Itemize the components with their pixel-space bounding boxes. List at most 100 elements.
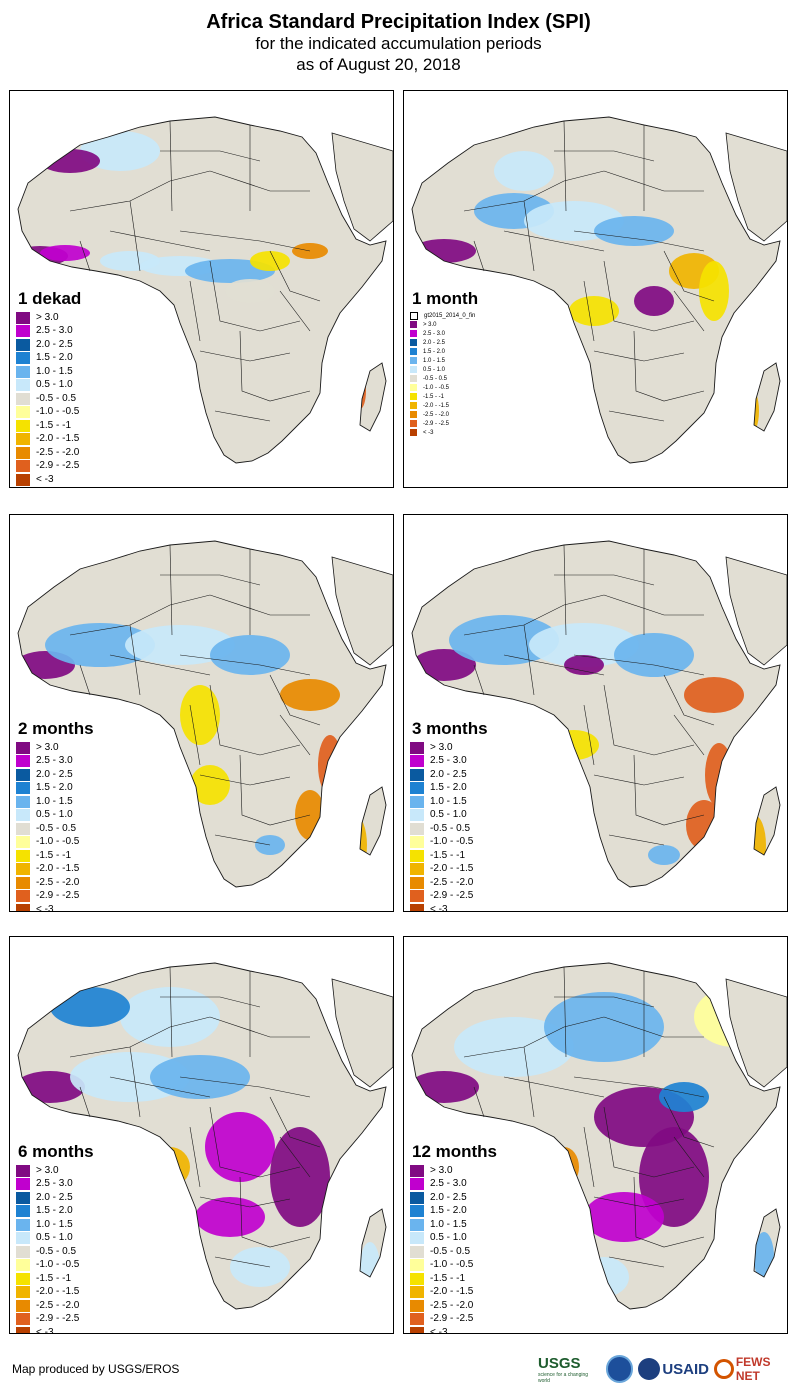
country-border (503, 230, 605, 252)
legend-label: -2.0 - -1.5 (36, 1286, 80, 1298)
legend-row: -2.5 - -2.0 (410, 410, 475, 419)
country-border (563, 544, 567, 636)
legend-swatch (16, 1313, 30, 1326)
legend-label: 1.0 - 1.5 (36, 795, 73, 807)
legend: > 3.0 2.5 - 3.0 2.0 - 2.5 1.5 - 2.0 1.0 - 1.… (16, 311, 79, 487)
legend-row: 1.5 - 2.0 (410, 1205, 473, 1219)
legend-label: 2.0 - 2.5 (36, 768, 73, 780)
country-border (279, 714, 311, 756)
spi-anomaly-region (684, 677, 744, 713)
country-border (503, 654, 605, 676)
legend-swatch (410, 822, 424, 835)
spi-anomaly-region (318, 735, 342, 795)
arabia-landmass (331, 978, 393, 1088)
legend-row: -1.0 - -0.5 (16, 836, 79, 850)
legend-label: -1.0 - -0.5 (36, 406, 80, 418)
legend-label: 2.0 - 2.5 (36, 338, 73, 350)
country-border (608, 1256, 665, 1268)
legend-label: -2.9 - -2.5 (36, 1313, 80, 1325)
legend-row: < -3 (16, 1326, 79, 1333)
country-border (593, 774, 685, 786)
panel-label: 6 months (18, 1142, 94, 1161)
legend: > 3.0 2.5 - 3.0 2.0 - 2.5 1.5 - 2.0 1.0 - 1.… (410, 1164, 473, 1333)
legend-label: > 3.0 (36, 1164, 59, 1176)
legend-layer-name: gt2015_2014_0_fin (424, 312, 476, 319)
legend-row: 2.5 - 3.0 (16, 755, 79, 769)
legend-swatch (410, 795, 424, 808)
legend-swatch (410, 357, 417, 364)
legend-label: 1.5 - 2.0 (430, 1205, 467, 1217)
legend-row: -1.0 - -0.5 (16, 1259, 79, 1273)
country-border (169, 120, 173, 212)
legend-row: 1.5 - 2.0 (16, 782, 79, 796)
coastline (411, 962, 781, 1310)
country-border (603, 260, 695, 332)
spi-anomaly-region (150, 1055, 250, 1099)
legend-layer-row: gt2015_2014_0_fin (410, 311, 475, 320)
country-border (663, 1096, 715, 1148)
country-border (209, 1106, 301, 1178)
country-border (573, 654, 705, 676)
legend-swatch (16, 890, 30, 903)
legend-row: 1.0 - 1.5 (410, 795, 473, 809)
legend-swatch (16, 809, 30, 822)
country-border (214, 1256, 271, 1268)
legend-swatch (410, 755, 424, 768)
country-border (603, 594, 704, 616)
coastline (17, 540, 387, 888)
country-border (269, 674, 321, 726)
legend-row: -2.0 - -1.5 (16, 863, 79, 877)
country-border (603, 1016, 704, 1038)
country-border (179, 1076, 311, 1098)
map-subtitle: for the indicated accumulation periods (255, 34, 542, 53)
legend-swatch (16, 1205, 30, 1218)
legend-row: 2.0 - 2.5 (16, 338, 79, 352)
country-border (160, 150, 261, 162)
legend-row: -1.0 - -0.5 (16, 406, 79, 420)
legend-label: 1.5 - 2.0 (36, 352, 73, 364)
legend-label: -1.0 - -0.5 (36, 836, 80, 848)
country-border (79, 664, 91, 696)
spi-anomaly-region (205, 1112, 275, 1182)
legend-row: -2.0 - -1.5 (410, 401, 475, 410)
legend-row: 2.0 - 2.5 (16, 1191, 79, 1205)
spi-anomaly-region (40, 245, 90, 261)
legend-swatch (410, 1218, 424, 1231)
country-border (69, 1016, 211, 1058)
country-border (554, 150, 655, 162)
coastline (411, 540, 781, 888)
legend-row: 2.0 - 2.5 (410, 338, 475, 347)
legend-swatch (410, 1299, 424, 1312)
country-border (503, 1076, 605, 1098)
legend-label: < -3 (430, 903, 448, 912)
legend-swatch (16, 379, 30, 392)
legend-row: > 3.0 (410, 1164, 473, 1178)
spi-anomaly-region (250, 251, 290, 271)
legend-swatch (16, 1286, 30, 1299)
legend-label: 2.0 - 2.5 (36, 1191, 73, 1203)
legend-swatch (16, 1326, 30, 1333)
coastline (753, 362, 781, 432)
spi-anomaly-region (652, 455, 676, 463)
legend-swatch (16, 433, 30, 446)
legend-row: -2.9 - -2.5 (16, 1313, 79, 1327)
legend-swatch (410, 809, 424, 822)
agency-logos: USGS science for a changing world USAID … (538, 1352, 797, 1386)
legend-row: -2.9 - -2.5 (410, 419, 475, 428)
legend-swatch (16, 1178, 30, 1191)
fews-net-logo: FEWS NET (714, 1355, 797, 1383)
legend-label: 2.5 - 3.0 (430, 755, 467, 767)
coastline (411, 116, 781, 464)
legend: > 3.0 2.5 - 3.0 2.0 - 2.5 1.5 - 2.0 1.0 - 1.… (16, 1164, 80, 1333)
legend-row: 0.5 - 1.0 (410, 365, 475, 374)
spi-anomaly-region (40, 149, 100, 173)
coastline (359, 786, 387, 856)
spi-anomaly-region (549, 1147, 579, 1187)
coastline (753, 1208, 781, 1278)
arabia-landmass (331, 556, 393, 666)
country-border (573, 1076, 705, 1098)
legend-swatch (410, 366, 417, 373)
legend-row: < -3 (16, 903, 79, 911)
legend-swatch (410, 1191, 424, 1204)
legend-row: 1.5 - 2.0 (410, 347, 475, 356)
